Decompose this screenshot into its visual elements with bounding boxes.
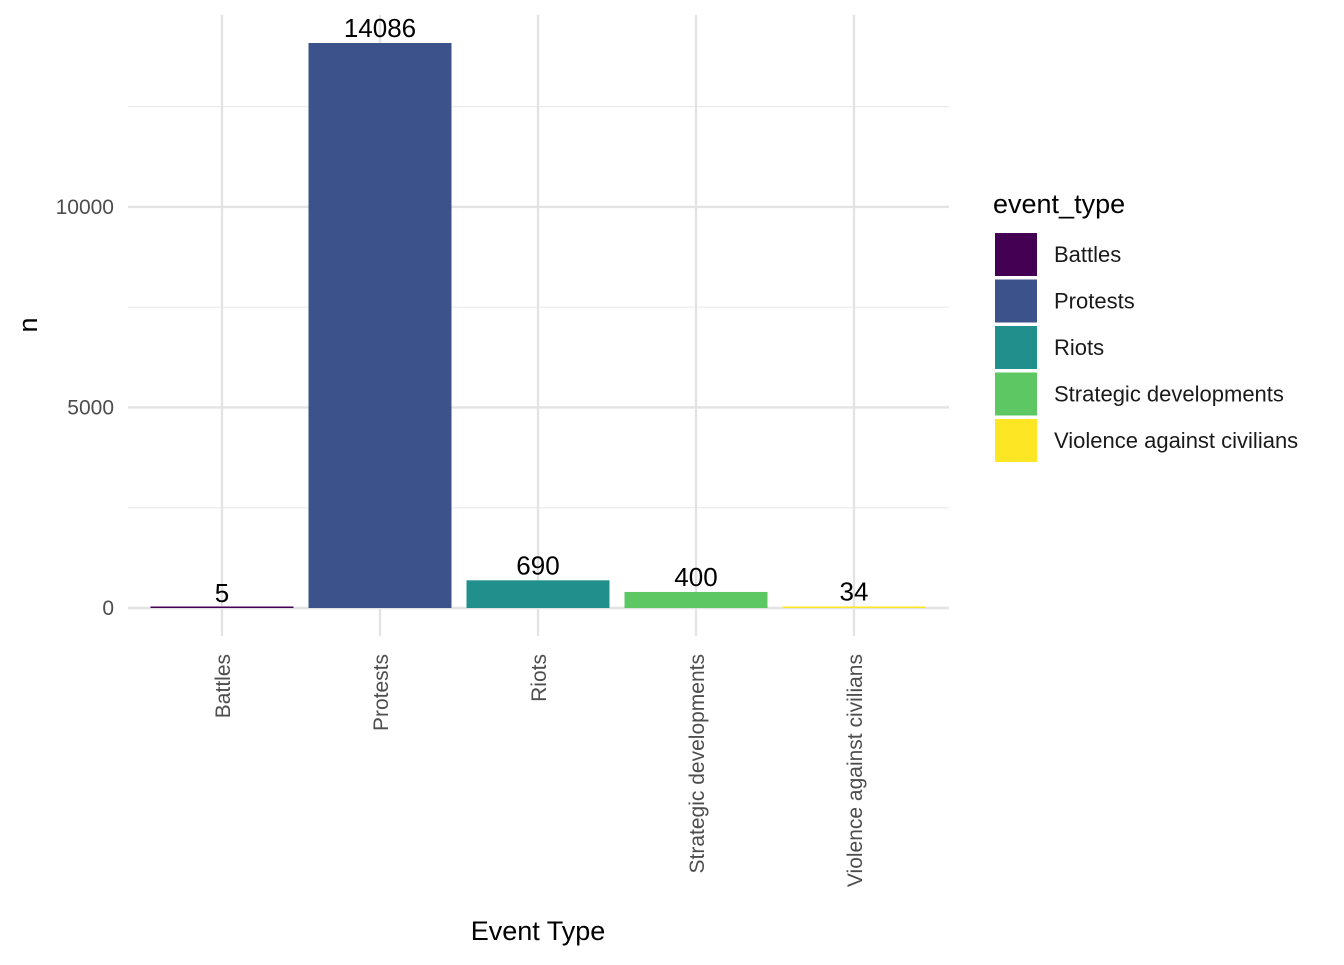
legend-title: event_type [993, 189, 1125, 219]
legend-label: Violence against civilians [1054, 428, 1298, 453]
legend-key [995, 372, 1037, 416]
bar-violence-against-civilians [782, 606, 926, 608]
legend-key [995, 326, 1037, 369]
y-axis-title: n [13, 317, 43, 332]
y-tick-label: 0 [102, 597, 114, 620]
labels-layer: 5 Battles 14086 Protests 690 Riots 400 Strategi… [212, 13, 868, 887]
y-tick-label: 10000 [56, 196, 114, 219]
data-label: 690 [516, 550, 559, 580]
legend: event_type Battles Protests Riots Strategic… [993, 189, 1298, 462]
x-tick-label: Battles [212, 654, 235, 718]
legend-label: Battles [1054, 242, 1121, 267]
y-tick-label: 5000 [67, 396, 114, 419]
legend-key [995, 233, 1037, 276]
axis-layer: Event Type n [13, 317, 605, 946]
legend-label: Protests [1054, 289, 1135, 314]
data-label: 5 [215, 578, 229, 608]
legend-label: Riots [1054, 335, 1104, 360]
x-tick-label: Strategic developments [686, 654, 709, 873]
bar-strategic-developments [624, 591, 768, 608]
data-label: 14086 [344, 13, 416, 43]
data-label: 400 [674, 562, 717, 592]
data-label: 34 [840, 577, 869, 607]
legend-key [995, 419, 1037, 462]
bars-layer [150, 43, 926, 608]
legend-label: Strategic developments [1054, 382, 1284, 407]
bar-riots [466, 580, 610, 608]
x-tick-label: Protests [370, 654, 393, 731]
x-tick-label: Violence against civilians [844, 654, 867, 887]
grid-layer: 0 5000 10000 [56, 15, 949, 636]
legend-key [995, 279, 1037, 323]
bar-battles [150, 606, 294, 608]
bar-protests [308, 43, 452, 608]
x-axis-title: Event Type [471, 916, 606, 946]
x-tick-label: Riots [528, 654, 551, 702]
